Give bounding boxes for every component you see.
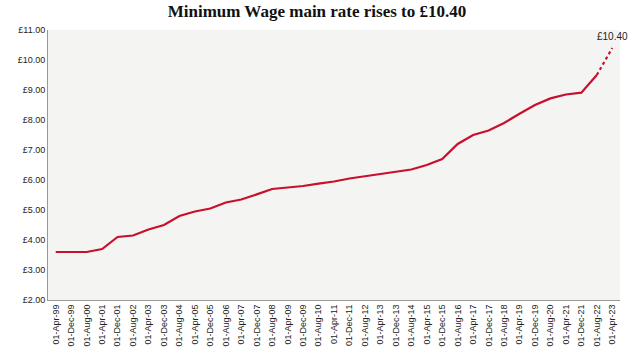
- svg-text:01-Apr-15: 01-Apr-15: [422, 305, 432, 345]
- svg-text:Minimum Wage main rate rises t: Minimum Wage main rate rises to £10.40: [168, 2, 467, 21]
- svg-text:01-Aug-06: 01-Aug-06: [221, 305, 231, 347]
- svg-text:01-Dec-17: 01-Dec-17: [484, 305, 494, 347]
- svg-text:01-Dec-21: 01-Dec-21: [576, 305, 586, 347]
- svg-text:01-Aug-16: 01-Aug-16: [453, 305, 463, 347]
- svg-text:01-Aug-14: 01-Aug-14: [406, 305, 416, 347]
- svg-text:01-Apr-21: 01-Apr-21: [561, 305, 571, 345]
- svg-text:£10.40: £10.40: [597, 31, 628, 42]
- svg-text:01-Aug-08: 01-Aug-08: [267, 305, 277, 347]
- svg-text:£9.00: £9.00: [23, 85, 46, 95]
- svg-text:01-Apr-05: 01-Apr-05: [190, 305, 200, 345]
- svg-text:01-Dec-05: 01-Dec-05: [205, 305, 215, 347]
- svg-text:01-Dec-99: 01-Dec-99: [66, 305, 76, 347]
- svg-text:01-Apr-11: 01-Apr-11: [329, 305, 339, 344]
- svg-text:01-Dec-07: 01-Dec-07: [252, 305, 262, 347]
- svg-text:01-Aug-02: 01-Aug-02: [128, 305, 138, 347]
- svg-text:£5.00: £5.00: [23, 205, 46, 215]
- svg-text:01-Aug-20: 01-Aug-20: [545, 305, 555, 347]
- svg-text:01-Dec-09: 01-Dec-09: [298, 305, 308, 347]
- svg-text:01-Apr-23: 01-Apr-23: [607, 305, 617, 345]
- svg-text:£4.00: £4.00: [23, 235, 46, 245]
- svg-text:01-Apr-13: 01-Apr-13: [375, 305, 385, 345]
- svg-text:£3.00: £3.00: [23, 265, 46, 275]
- svg-text:01-Apr-99: 01-Apr-99: [51, 305, 61, 345]
- svg-text:01-Aug-04: 01-Aug-04: [174, 305, 184, 347]
- svg-text:£10.00: £10.00: [18, 55, 46, 65]
- svg-text:01-Apr-17: 01-Apr-17: [468, 305, 478, 345]
- svg-text:01-Aug-12: 01-Aug-12: [360, 305, 370, 347]
- svg-text:01-Apr-09: 01-Apr-09: [283, 305, 293, 345]
- svg-text:01-Dec-03: 01-Dec-03: [159, 305, 169, 347]
- svg-text:01-Dec-13: 01-Dec-13: [391, 305, 401, 347]
- svg-text:01-Aug-18: 01-Aug-18: [499, 305, 509, 347]
- svg-text:£7.00: £7.00: [23, 145, 46, 155]
- svg-text:£2.00: £2.00: [23, 295, 46, 305]
- svg-text:01-Apr-07: 01-Apr-07: [236, 305, 246, 345]
- svg-text:01-Aug-10: 01-Aug-10: [313, 305, 323, 347]
- svg-text:01-Dec-01: 01-Dec-01: [112, 305, 122, 347]
- svg-text:£6.00: £6.00: [23, 175, 46, 185]
- svg-text:01-Apr-01: 01-Apr-01: [97, 305, 107, 345]
- svg-text:01-Aug-00: 01-Aug-00: [82, 305, 92, 347]
- svg-text:01-Aug-22: 01-Aug-22: [592, 305, 602, 347]
- svg-text:£8.00: £8.00: [23, 115, 46, 125]
- svg-text:01-Dec-19: 01-Dec-19: [530, 305, 540, 347]
- svg-text:01-Dec-11: 01-Dec-11: [344, 305, 354, 346]
- svg-text:01-Apr-03: 01-Apr-03: [143, 305, 153, 345]
- svg-text:£11.00: £11.00: [18, 25, 45, 35]
- svg-text:01-Apr-19: 01-Apr-19: [514, 305, 524, 345]
- svg-text:01-Dec-15: 01-Dec-15: [437, 305, 447, 347]
